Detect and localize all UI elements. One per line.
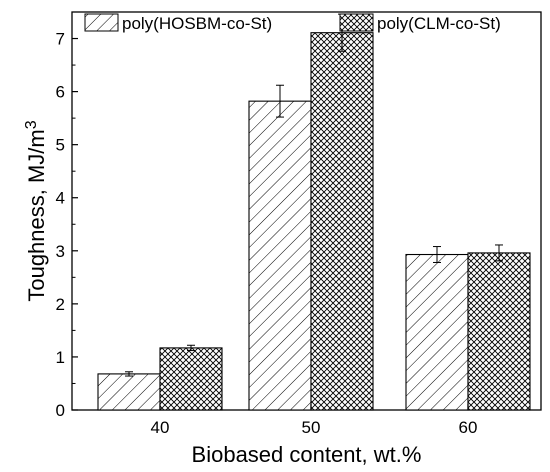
error-bar [125,371,133,377]
bar-poly-hosbm-co-st-40 [97,373,161,411]
y-axis-label: Toughness, MJ/m3 [23,120,50,301]
y-tick-label: 1 [56,348,65,367]
x-axis-label: Biobased content, wt.% [192,442,422,467]
y-axis-ticks: 0 1 2 3 4 5 6 7 [56,11,78,420]
x-tick-label: 50 [302,418,321,437]
bar-poly-hosbm-co-st-50 [248,100,312,411]
bars-layer [97,32,531,411]
y-tick-label: 5 [56,136,65,155]
y-tick-label: 4 [56,189,65,208]
x-tick-label: 60 [459,418,478,437]
y-axis-label-main: Toughness, MJ/m [24,129,49,301]
y-tick-label: 6 [56,83,65,102]
legend-label: poly(HOSBM-co-St) [122,14,272,33]
error-bar [276,84,284,118]
bar-poly-hosbm-co-st-60 [405,253,469,411]
y-axis-label-superscript: 3 [23,120,40,129]
x-tick-label: 40 [151,418,170,437]
error-bars-layer [125,13,503,377]
error-bar [495,244,503,262]
bar-poly-clm-co-st-60 [467,252,531,411]
legend-swatch [339,13,374,32]
error-bar [187,344,195,352]
y-tick-label: 2 [56,295,65,314]
bar-poly-clm-co-st-40 [159,347,223,411]
x-axis-ticks: 40 50 60 [151,404,478,437]
legend-swatch [84,13,119,32]
y-tick-label: 0 [56,401,65,420]
error-bar [433,246,441,263]
legend: poly(HOSBM-co-St) poly(CLM-co-St) [84,13,501,33]
y-tick-label: 7 [56,30,65,49]
legend-label: poly(CLM-co-St) [377,14,501,33]
y-tick-label: 3 [56,242,65,261]
bar-poly-clm-co-st-50 [310,32,374,411]
